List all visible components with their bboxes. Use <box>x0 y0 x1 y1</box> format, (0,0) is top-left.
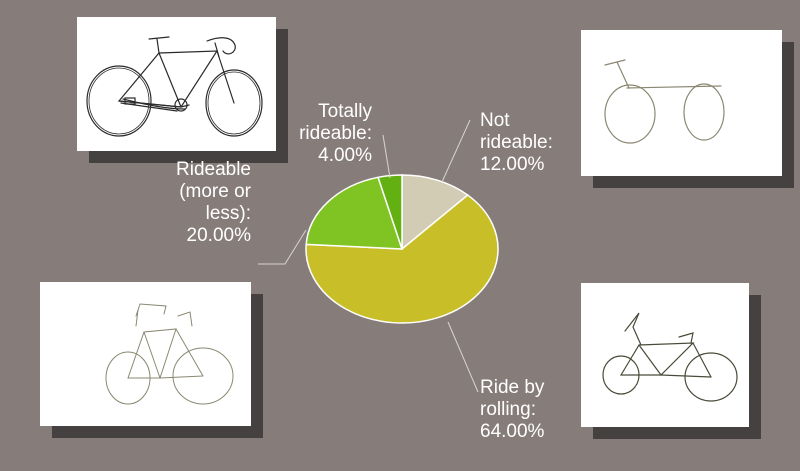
slice-label-ride-by-rolling: Ride by rolling: 64.00% <box>480 377 545 442</box>
bicycle-drawing-bottom-left-icon <box>105 303 234 405</box>
bicycle-drawing-bottom-right-icon <box>602 312 738 402</box>
bicycle-drawing-top-left-icon <box>86 36 263 137</box>
bicycle-drawing-top-left-card <box>77 17 276 151</box>
bicycle-drawing-top-right-card <box>581 30 782 176</box>
slice-label-totally-rideable: Totally rideable: 4.00% <box>299 101 372 166</box>
pie-slice-rideable-more-or-less <box>305 176 404 250</box>
bicycle-drawing-bottom-left-card <box>40 282 251 426</box>
pie-slice-not-rideable <box>401 174 469 251</box>
bicycle-drawing-bottom-right-card <box>581 283 749 427</box>
leader-line-totally-rideable <box>382 134 391 179</box>
bicycle-drawing-top-right-icon <box>604 59 725 144</box>
leader-line-rideable-more-or-less <box>258 229 307 265</box>
slice-label-rideable-more-or-less: Rideable (more or less): 20.00% <box>176 159 251 246</box>
leader-line-not-rideable <box>441 119 471 183</box>
slice-label-not-rideable: Not rideable: 12.00% <box>480 110 553 175</box>
leader-line-ride-by-rolling <box>447 321 479 393</box>
pie-slice-ride-by-rolling <box>305 194 499 324</box>
